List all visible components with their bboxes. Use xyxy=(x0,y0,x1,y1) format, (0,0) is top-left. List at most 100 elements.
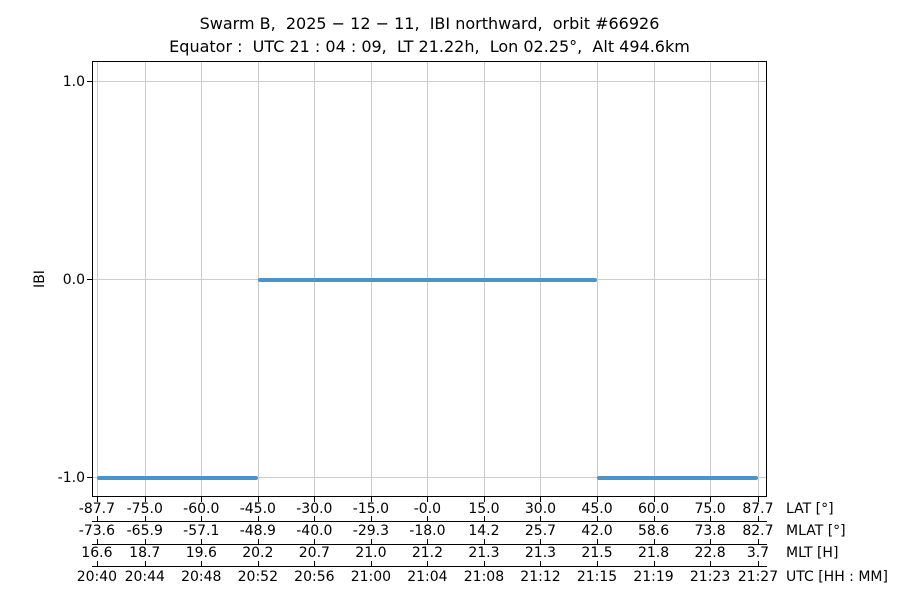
x-tick-label: 20:40 xyxy=(76,569,118,585)
y-tick-label: -1.0 xyxy=(57,470,85,487)
x-tick-mark xyxy=(540,516,542,521)
x-tick-mark xyxy=(257,561,259,566)
x-tick-label: 22.8 xyxy=(694,545,726,561)
x-tick-mark xyxy=(257,497,259,502)
x-tick-label: 20:48 xyxy=(181,569,222,585)
x-tick-label: 87.7 xyxy=(742,501,774,517)
data-line-segment xyxy=(96,476,258,481)
x-tick-mark xyxy=(540,538,542,544)
x-tick-label: 21:00 xyxy=(350,569,392,585)
y-gridline xyxy=(93,80,766,82)
axis-row-line xyxy=(92,566,767,567)
x-tick-label: -29.3 xyxy=(352,523,390,539)
x-tick-label: 15.0 xyxy=(468,501,500,517)
x-tick-label: -73.6 xyxy=(78,523,116,539)
x-tick-mark xyxy=(757,561,759,566)
x-tick-label: 21.3 xyxy=(524,545,557,561)
plot-title: Swarm B, 2025 − 12 − 11, IBI northward, … xyxy=(199,14,660,33)
x-tick-mark xyxy=(96,516,98,521)
x-tick-mark xyxy=(144,561,146,566)
x-tick-mark xyxy=(144,538,146,544)
y-tick-mark xyxy=(87,279,92,280)
x-tick-label: -18.0 xyxy=(409,523,446,539)
axis-row-line xyxy=(92,521,767,522)
x-tick-mark xyxy=(427,516,429,521)
x-tick-mark xyxy=(653,516,655,521)
x-tick-mark xyxy=(314,561,316,566)
x-tick-label: 20:56 xyxy=(294,569,335,585)
x-tick-mark xyxy=(757,516,759,521)
x-tick-label: 21:27 xyxy=(737,569,779,585)
x-tick-label: 21:04 xyxy=(407,569,448,585)
x-tick-label: 58.6 xyxy=(637,523,670,539)
x-tick-label: 75.0 xyxy=(694,501,726,517)
x-gridline xyxy=(710,62,712,496)
x-tick-mark xyxy=(96,497,98,502)
x-tick-label: 16.6 xyxy=(81,545,113,561)
x-tick-mark xyxy=(427,538,429,544)
x-tick-label: 21.0 xyxy=(355,545,387,561)
x-tick-mark xyxy=(370,538,372,544)
x-tick-mark xyxy=(757,497,759,502)
x-tick-mark xyxy=(201,538,203,544)
x-tick-mark xyxy=(314,516,316,521)
x-tick-label: 18.7 xyxy=(129,545,161,561)
y-tick-label: 1.0 xyxy=(62,73,85,90)
x-tick-label: 25.7 xyxy=(524,523,557,539)
x-tick-label: 19.6 xyxy=(185,545,217,561)
x-tick-mark xyxy=(201,497,203,502)
x-tick-label: -60.0 xyxy=(183,501,220,517)
x-tick-label: -48.9 xyxy=(239,523,276,539)
x-tick-mark xyxy=(314,497,316,502)
x-tick-label: 21:12 xyxy=(520,569,561,585)
x-tick-mark xyxy=(710,497,712,502)
x-tick-label: 21:19 xyxy=(633,569,674,585)
x-tick-mark xyxy=(757,538,759,544)
x-tick-label: 42.0 xyxy=(581,523,613,539)
x-tick-mark xyxy=(201,516,203,521)
x-tick-mark xyxy=(597,497,599,502)
x-tick-mark xyxy=(427,561,429,566)
x-tick-label: -57.1 xyxy=(183,523,220,539)
x-tick-label: 20:44 xyxy=(124,569,165,585)
x-tick-mark xyxy=(144,497,146,502)
y-gridline xyxy=(93,477,766,479)
axis-row-label: MLT [H] xyxy=(786,545,839,561)
x-tick-label: -30.0 xyxy=(296,501,333,517)
x-gridline xyxy=(757,62,759,496)
x-tick-mark xyxy=(427,497,429,502)
plot-subtitle: Equator : UTC 21 : 04 : 09, LT 21.22h, L… xyxy=(169,37,690,56)
x-tick-label: 60.0 xyxy=(637,501,670,517)
plot-area xyxy=(92,61,767,497)
x-tick-label: 20.7 xyxy=(298,545,330,561)
x-tick-label: 21.5 xyxy=(581,545,613,561)
x-tick-mark xyxy=(257,538,259,544)
x-tick-mark xyxy=(597,538,599,544)
x-tick-label: 20.2 xyxy=(242,545,274,561)
x-tick-label: -45.0 xyxy=(239,501,276,517)
x-tick-mark xyxy=(597,561,599,566)
x-tick-mark xyxy=(540,561,542,566)
x-tick-label: -87.7 xyxy=(78,501,116,517)
x-tick-label: 45.0 xyxy=(581,501,613,517)
x-tick-mark xyxy=(483,497,485,502)
x-tick-label: 14.2 xyxy=(468,523,500,539)
x-gridline xyxy=(96,62,98,496)
x-tick-label: -65.9 xyxy=(126,523,163,539)
y-tick-label: 0.0 xyxy=(62,272,85,288)
x-tick-mark xyxy=(597,516,599,521)
y-tick-mark xyxy=(87,477,92,479)
axis-row-label: MLAT [°] xyxy=(786,523,846,539)
x-gridline xyxy=(653,62,655,496)
x-tick-mark xyxy=(483,516,485,521)
data-line-segment xyxy=(597,476,758,481)
x-tick-label: 30.0 xyxy=(524,501,557,517)
x-gridline xyxy=(201,62,203,496)
x-tick-label: 21:23 xyxy=(689,569,731,585)
x-tick-label: -40.0 xyxy=(296,523,333,539)
data-line-segment xyxy=(257,278,598,282)
x-tick-mark xyxy=(483,561,485,566)
x-tick-mark xyxy=(257,516,259,521)
x-tick-mark xyxy=(540,497,542,502)
